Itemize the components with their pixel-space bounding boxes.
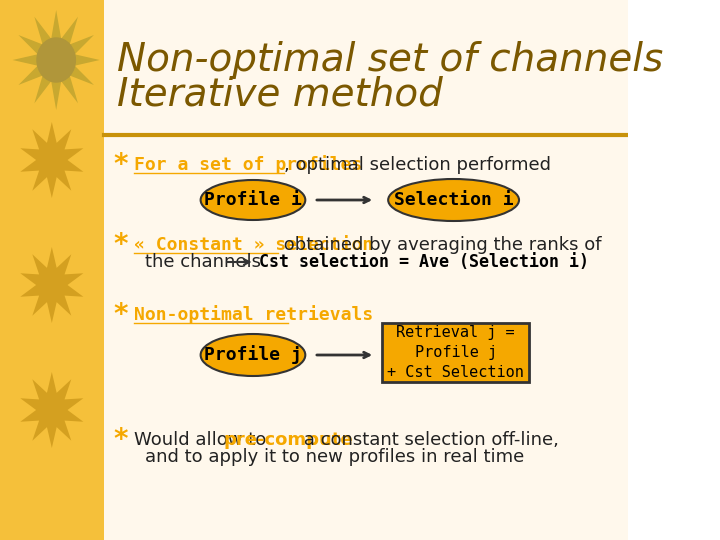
Text: For a set of profiles: For a set of profiles	[134, 156, 363, 174]
Text: pre-compute: pre-compute	[223, 431, 353, 449]
FancyBboxPatch shape	[0, 0, 104, 540]
Ellipse shape	[388, 179, 519, 221]
Polygon shape	[20, 372, 84, 448]
Polygon shape	[20, 247, 84, 323]
Text: Selection i: Selection i	[394, 191, 513, 209]
Text: *: *	[114, 231, 128, 259]
Text: a constant selection off-line,: a constant selection off-line,	[298, 431, 559, 449]
FancyBboxPatch shape	[382, 323, 529, 382]
Text: obtained by averaging the ranks of: obtained by averaging the ranks of	[278, 236, 602, 254]
Text: *: *	[114, 426, 128, 454]
Text: *: *	[114, 151, 128, 179]
Text: « Constant » selection: « Constant » selection	[134, 236, 374, 254]
Text: Would allow to: Would allow to	[134, 431, 272, 449]
Text: Profile j: Profile j	[204, 346, 302, 365]
Ellipse shape	[201, 334, 305, 376]
Circle shape	[37, 38, 76, 82]
FancyBboxPatch shape	[104, 0, 628, 540]
Text: Non-optimal set of channels: Non-optimal set of channels	[117, 41, 663, 79]
Polygon shape	[12, 10, 100, 110]
Ellipse shape	[201, 180, 305, 220]
Text: and to apply it to new profiles in real time: and to apply it to new profiles in real …	[145, 448, 525, 466]
Text: the channels: the channels	[145, 253, 267, 271]
Text: , optimal selection performed: , optimal selection performed	[284, 156, 552, 174]
Text: Cst selection = Ave (Selection i): Cst selection = Ave (Selection i)	[259, 253, 589, 271]
Text: Non-optimal retrievals: Non-optimal retrievals	[134, 306, 374, 325]
Text: Retrieval j =
Profile j
+ Cst Selection: Retrieval j = Profile j + Cst Selection	[387, 325, 524, 380]
Polygon shape	[20, 122, 84, 198]
Text: *: *	[114, 301, 128, 329]
Text: Profile i: Profile i	[204, 191, 302, 209]
Text: Iterative method: Iterative method	[117, 76, 443, 114]
